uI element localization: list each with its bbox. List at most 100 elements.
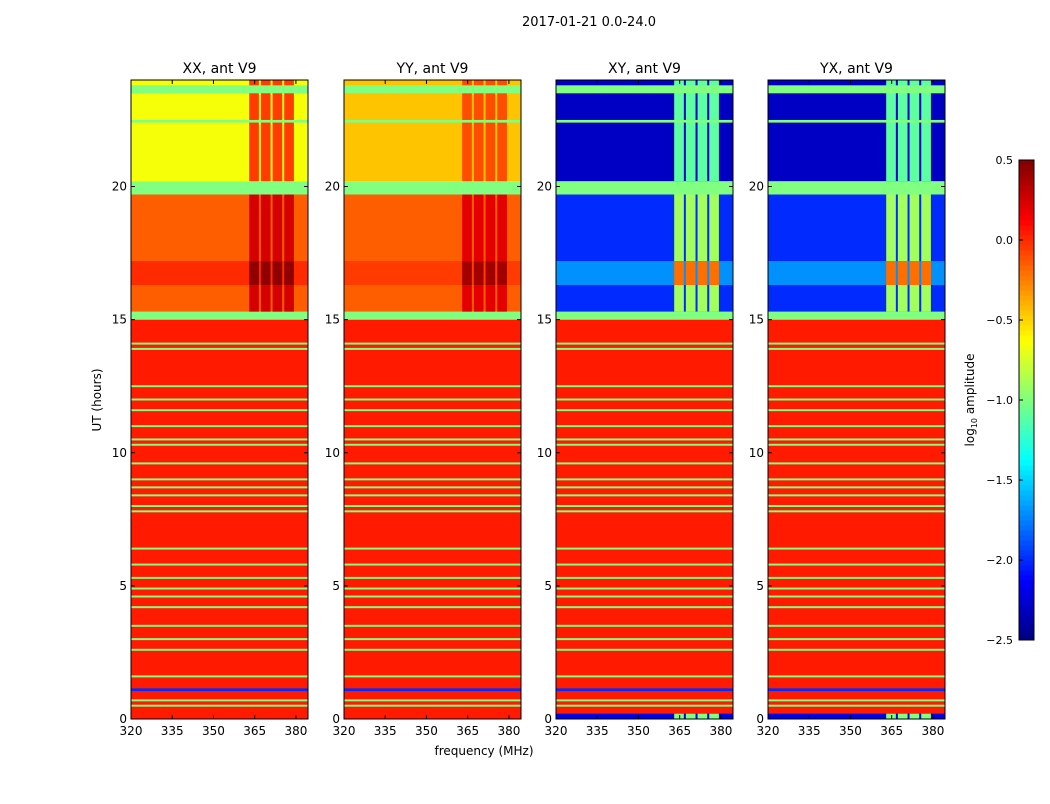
colorbar-segment [1019,270,1034,276]
colorbar-segment [1019,285,1034,291]
flagged-row [344,347,521,350]
y-tick-label: 0 [332,712,340,726]
flagged-row [344,505,521,507]
heatmap-cell [921,80,931,182]
flagged-row [344,425,521,428]
colorbar-segment [1019,465,1034,471]
colorbar-segment [1019,430,1034,436]
heatmap-cell [886,80,896,182]
colorbar-segment [1019,200,1034,206]
colorbar-segment [1019,340,1034,346]
heatmap-cell [556,713,733,719]
colorbar-segment [1019,175,1034,181]
axes-frame [555,79,734,720]
heatmap-cell [462,194,472,312]
colorbar-segment [1019,295,1034,301]
flagged-row [344,547,521,550]
colorbar-segment [1019,630,1034,636]
heatmap-cell [344,181,521,195]
heatmap-cell [921,194,931,312]
colorbar-segment [1019,460,1034,466]
x-tick-label: 350 [415,724,438,738]
flagged-row [131,595,308,598]
figure-title: 2017-01-21 0.0-24.0 [522,15,656,30]
heatmap-cell [685,194,696,312]
panel-title: XX, ant V9 [183,61,257,77]
heatmap-cell [697,713,708,719]
flagged-row [131,385,308,388]
heatmap-cell [344,119,521,123]
flagged-row [344,563,521,566]
flagged-row [556,505,733,507]
heatmap-cell [485,194,496,312]
flagged-row [768,342,945,345]
x-tick-label: 380 [921,724,944,738]
x-tick-label: 335 [374,724,397,738]
flagged-row [344,648,521,651]
y-tick-label: 10 [537,446,552,460]
flagged-row [556,462,733,465]
x-tick-label: 320 [757,724,780,738]
flagged-row [344,704,521,707]
flagged-row [344,342,521,345]
heatmap-cell [556,319,733,719]
heatmap-cell [674,261,684,286]
heatmap-cell [674,713,684,719]
colorbar-segment [1019,220,1034,226]
colorbar-segment [1019,365,1034,371]
y-tick-label: 5 [119,579,127,593]
heatmap-cell [131,85,308,94]
flagged-row [556,699,733,702]
heatmap-cell [768,119,945,123]
heatmap-cell [685,713,696,719]
heatmap-cell [921,713,931,719]
flagged-row [768,704,945,707]
flagged-row [344,486,521,489]
heatmap-cell [131,181,308,195]
flagged-row [556,563,733,566]
flagged-row [768,462,945,465]
flagged-row [556,494,733,497]
colorbar-segment [1019,615,1034,621]
flagged-row [768,443,945,446]
heatmap-cell [556,85,733,94]
y-tick-label: 5 [332,579,340,593]
flagged-row [131,443,308,446]
colorbar-segment [1019,310,1034,316]
flagged-row [344,624,521,627]
heatmap-cell [556,181,733,195]
flagged-row [344,606,521,609]
heatmap-cell [909,194,920,312]
heatmap-cell [556,688,733,692]
flagged-row [344,438,521,441]
heatmap-cell [897,80,908,182]
y-tick-label: 20 [112,180,127,194]
x-tick-label: 335 [586,724,609,738]
flagged-row [556,638,733,641]
flagged-row [131,648,308,651]
flagged-row [556,486,733,489]
colorbar-segment [1019,415,1034,421]
heatmap-cell [709,194,719,312]
y-tick-label: 20 [537,180,552,194]
flagged-row [131,704,308,707]
colorbar-segment [1019,275,1034,281]
flagged-row [556,438,733,441]
flagged-row [768,505,945,507]
flagged-row [556,425,733,428]
flagged-row [768,478,945,481]
colorbar-segment [1019,440,1034,446]
colorbar-segment [1019,380,1034,386]
flagged-row [768,409,945,412]
colorbar-segment [1019,475,1034,481]
colorbar-segment [1019,625,1034,631]
x-tick-label: 320 [545,724,568,738]
x-tick-label: 365 [243,724,266,738]
colorbar-segment [1019,530,1034,536]
flagged-row [556,347,733,350]
heatmap-cell [697,261,708,286]
colorbar-segment [1019,255,1034,261]
heatmap-cell [249,80,259,182]
flagged-row [556,675,733,678]
